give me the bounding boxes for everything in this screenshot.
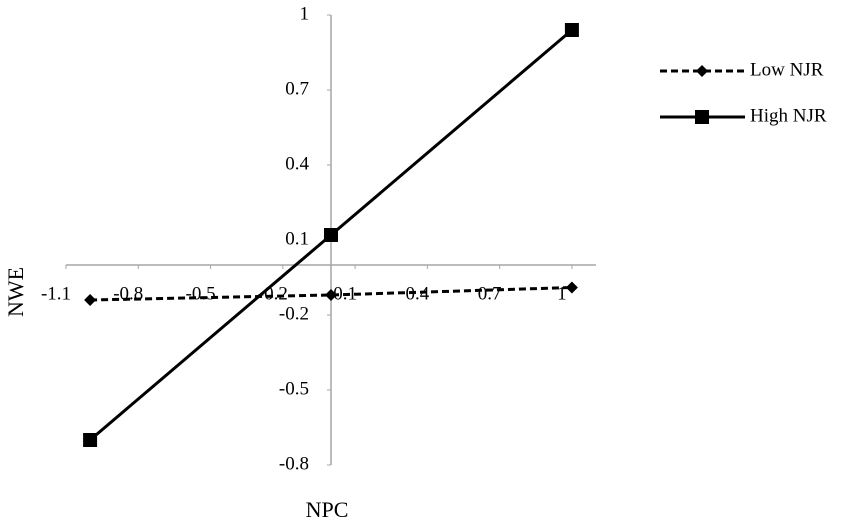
y-tick-label: 0.4 (285, 153, 309, 174)
y-tick-label: -0.8 (279, 453, 309, 474)
legend-label: Low NJR (750, 59, 824, 80)
y-tick-label: -0.5 (279, 378, 309, 399)
marker (325, 289, 337, 301)
legend-label: High NJR (750, 105, 827, 126)
legend-marker (696, 65, 708, 77)
marker (84, 294, 97, 306)
x-axis-title: NPC (306, 497, 349, 522)
legend-marker (695, 110, 709, 124)
x-tick-label: -0.8 (113, 283, 143, 304)
x-tick-label: -0.5 (186, 283, 216, 304)
y-tick-label: 1 (300, 3, 310, 24)
x-tick-label: 1 (557, 283, 567, 304)
x-tick-label: 0.4 (405, 283, 429, 304)
marker (83, 433, 98, 447)
y-tick-label: 0.7 (285, 78, 309, 99)
y-tick-label: -0.2 (279, 303, 309, 324)
x-tick-label: -0.2 (258, 283, 288, 304)
x-tick-label: 0.7 (478, 283, 502, 304)
marker (565, 281, 578, 294)
marker (324, 228, 338, 242)
series-line (90, 286, 572, 302)
y-axis-title: NWE (3, 267, 28, 317)
y-tick-label: 0.1 (285, 228, 309, 249)
marker (564, 23, 579, 37)
x-tick-label: -1.1 (41, 283, 71, 304)
